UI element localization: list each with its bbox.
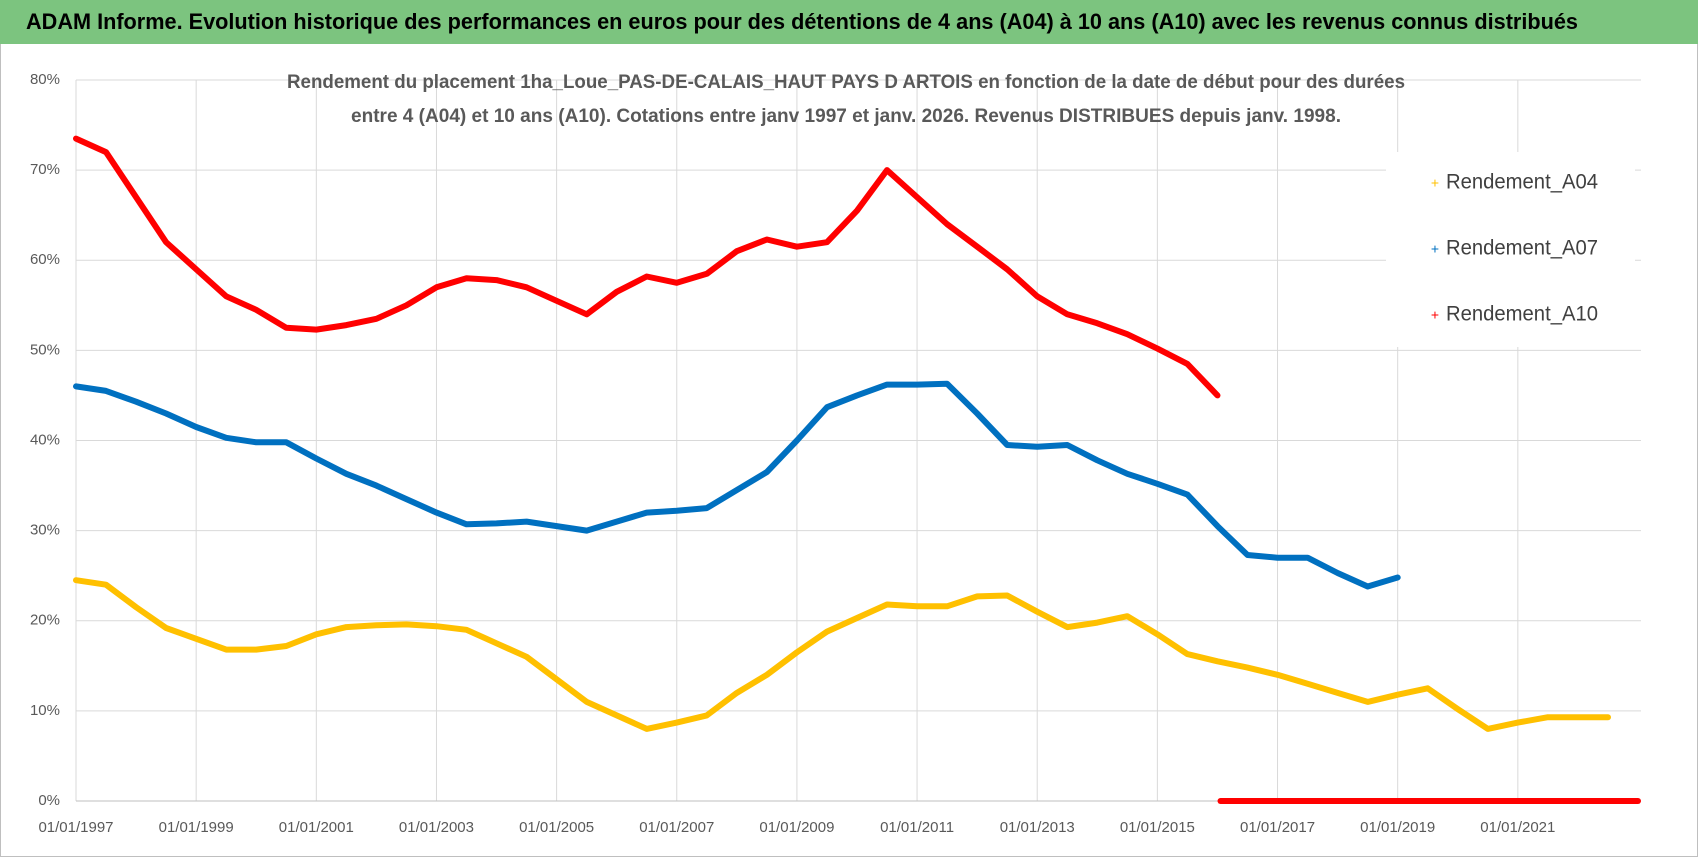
x-tick-label: 01/01/2013 xyxy=(1000,819,1075,836)
y-tick-label: 20% xyxy=(30,612,60,629)
y-tick-label: 10% xyxy=(30,702,60,719)
x-tick-label: 01/01/2009 xyxy=(759,819,834,836)
series-line xyxy=(73,380,1401,590)
legend-label: Rendement_A10 xyxy=(1446,303,1598,326)
title-background xyxy=(283,70,1409,96)
series-line xyxy=(73,135,1221,399)
x-tick-label: 01/01/2005 xyxy=(519,819,594,836)
legend-box xyxy=(1386,152,1635,347)
y-tick-label: 60% xyxy=(30,251,60,268)
y-tick-label: 0% xyxy=(38,792,60,809)
legend-marker: + xyxy=(1431,241,1439,257)
x-tick-label: 01/01/1999 xyxy=(159,819,234,836)
header-bar xyxy=(0,0,1698,44)
y-tick-label: 50% xyxy=(30,341,60,358)
chart-title: Rendement du placement 1ha_Loue_PAS-DE-C… xyxy=(287,72,1405,93)
x-tick-label: 01/01/2001 xyxy=(279,819,354,836)
x-tick-label: 01/01/2015 xyxy=(1120,819,1195,836)
x-tick-label: 01/01/2003 xyxy=(399,819,474,836)
x-tick-label: 01/01/2019 xyxy=(1360,819,1435,836)
series-line xyxy=(73,577,1611,732)
y-tick-label: 70% xyxy=(30,161,60,178)
y-tick-label: 80% xyxy=(30,71,60,88)
header-title: ADAM Informe. Evolution historique des p… xyxy=(26,9,1578,34)
legend-label: Rendement_A07 xyxy=(1446,237,1598,260)
x-tick-label: 01/01/2007 xyxy=(639,819,714,836)
legend-label: Rendement_A04 xyxy=(1446,171,1598,194)
x-tick-label: 01/01/2017 xyxy=(1240,819,1315,836)
x-tick-label: 01/01/1997 xyxy=(38,819,113,836)
legend-marker: + xyxy=(1431,175,1439,191)
x-tick-label: 01/01/2021 xyxy=(1480,819,1555,836)
title-background xyxy=(347,104,1345,130)
y-tick-label: 30% xyxy=(30,522,60,539)
x-tick-label: 01/01/2011 xyxy=(880,819,954,836)
legend-marker: + xyxy=(1431,307,1439,323)
y-tick-label: 40% xyxy=(30,431,60,448)
chart-subtitle: entre 4 (A04) et 10 ans (A10). Cotations… xyxy=(351,106,1341,127)
